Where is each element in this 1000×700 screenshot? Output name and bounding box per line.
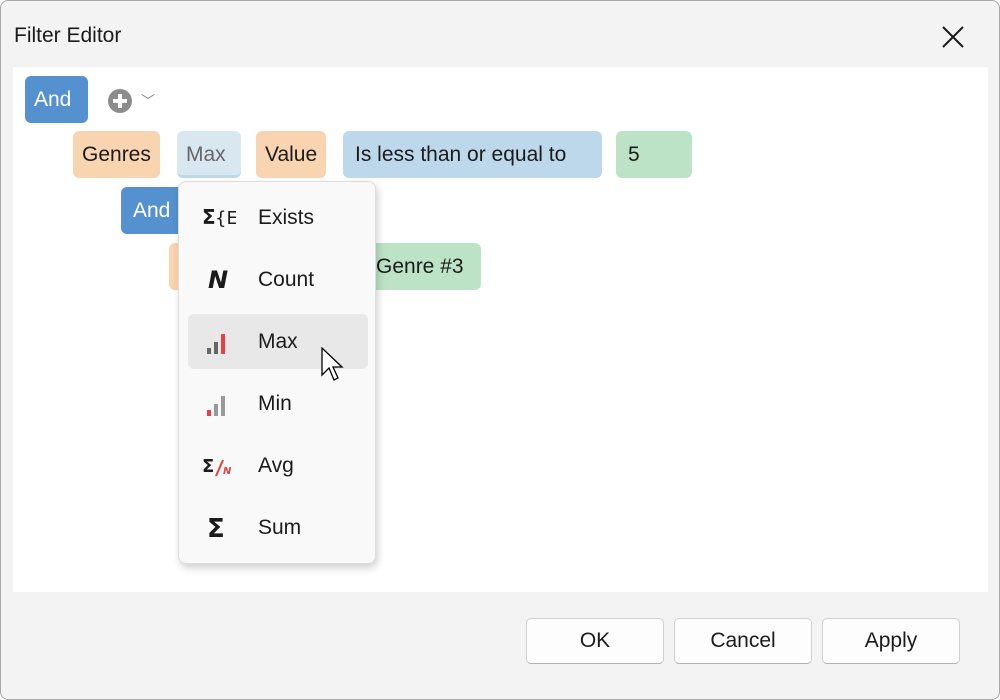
svg-text:Σ: Σ [202, 456, 214, 477]
root-group-operator[interactable]: And [25, 76, 88, 123]
condition-operator[interactable]: Is less than or equal to [343, 131, 602, 178]
plus-circle-icon[interactable] [108, 89, 132, 113]
menu-item-max[interactable]: Max [188, 314, 368, 369]
chevron-down-icon[interactable]: ﹀ [141, 93, 155, 109]
condition-aggregate[interactable]: Max [177, 131, 241, 178]
sum-icon: Σ [207, 514, 225, 542]
ok-button[interactable]: OK [526, 618, 664, 664]
max-icon [207, 334, 225, 354]
svg-text:{E: {E [215, 208, 236, 229]
menu-item-count[interactable]: N Count [188, 252, 368, 307]
menu-item-sum[interactable]: Σ Sum [188, 500, 368, 555]
menu-item-exists[interactable]: Σ {E Exists [188, 190, 368, 245]
close-icon[interactable] [933, 17, 973, 57]
svg-text:Σ: Σ [207, 514, 225, 542]
nested-condition-value[interactable]: Genre #3 [361, 243, 481, 290]
mouse-cursor-icon [321, 347, 344, 381]
min-icon [207, 396, 225, 416]
svg-text:N: N [208, 266, 228, 294]
condition-field[interactable]: Genres [73, 131, 160, 178]
exists-icon: Σ {E [202, 205, 236, 229]
condition-aggregate-field[interactable]: Value [256, 131, 327, 178]
dialog-title: Filter Editor [14, 24, 122, 47]
count-icon: N [208, 266, 228, 294]
svg-text:Σ: Σ [202, 205, 216, 229]
menu-item-min[interactable]: Min [188, 376, 368, 431]
apply-button[interactable]: Apply [822, 618, 960, 664]
condition-value[interactable]: 5 [616, 131, 692, 178]
svg-text:N: N [223, 466, 232, 477]
cancel-button[interactable]: Cancel [674, 618, 812, 664]
